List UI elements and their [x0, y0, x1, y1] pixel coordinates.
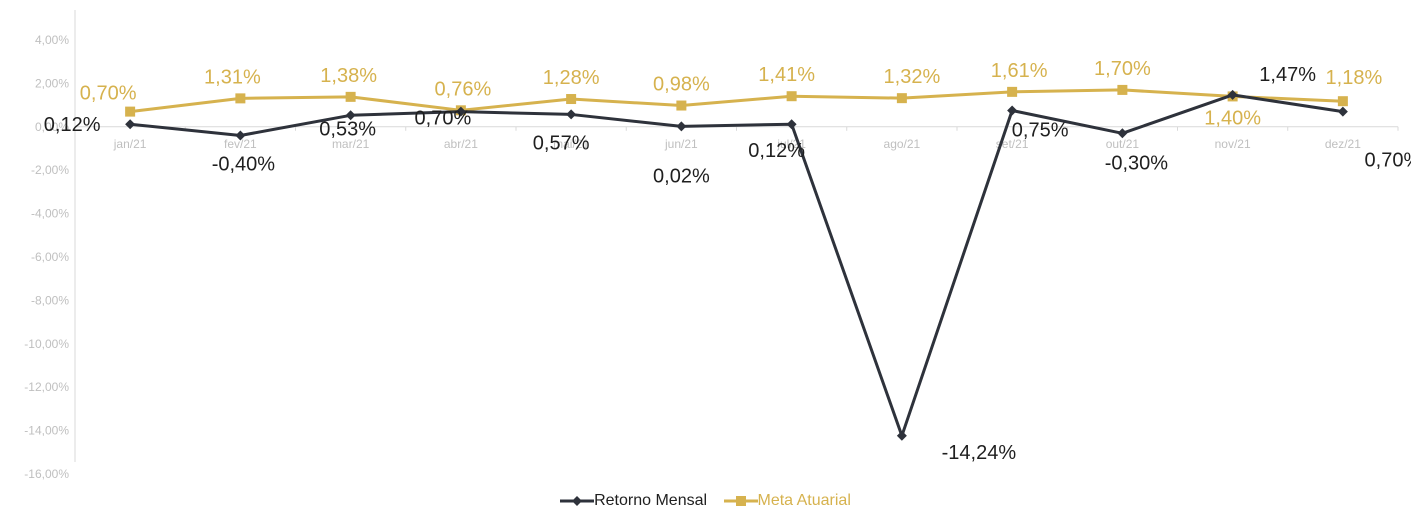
- x-tick-label: jun/21: [664, 137, 698, 151]
- data-label: 0,12%: [44, 114, 101, 136]
- data-label: 1,61%: [991, 60, 1048, 82]
- x-tick-label: jan/21: [113, 137, 147, 151]
- data-point-marker: [235, 93, 246, 104]
- data-point-marker: [676, 100, 687, 111]
- data-label: 0,02%: [653, 165, 710, 187]
- data-point-marker: [1337, 96, 1348, 107]
- legend-item-meta-atuarial: Meta Atuarial: [723, 492, 851, 510]
- data-label: 1,41%: [758, 64, 815, 86]
- data-point-marker: [345, 110, 356, 121]
- data-label: 0,98%: [653, 74, 710, 96]
- x-tick-label: fev/21: [224, 137, 257, 151]
- data-label: 1,32%: [884, 66, 941, 88]
- data-point-marker: [896, 93, 907, 104]
- y-tick-label: -4,00%: [31, 207, 69, 221]
- data-point-marker: [1227, 89, 1238, 100]
- data-label: 1,31%: [204, 66, 261, 88]
- data-point-marker: [896, 430, 907, 441]
- y-tick-label: 2,00%: [35, 76, 69, 90]
- y-tick-label: -10,00%: [24, 337, 69, 351]
- data-point-marker: [1007, 105, 1018, 116]
- data-label: 0,53%: [319, 118, 376, 140]
- data-label: 1,38%: [320, 65, 377, 87]
- legend-label: Retorno Mensal: [594, 492, 708, 509]
- data-label: 0,76%: [435, 78, 492, 100]
- data-label: 1,47%: [1259, 64, 1316, 86]
- data-point-marker: [786, 119, 797, 130]
- x-tick-label: abr/21: [444, 137, 478, 151]
- data-point-marker: [1007, 86, 1018, 97]
- y-tick-label: -2,00%: [31, 163, 69, 177]
- data-point-marker: [1117, 128, 1128, 139]
- legend-marker-square: [723, 496, 758, 506]
- y-tick-label: 0,00%: [35, 120, 69, 134]
- series-line: [129, 88, 1343, 114]
- x-tick-label: dez/21: [1325, 137, 1361, 151]
- data-label: 0,70%: [80, 83, 137, 105]
- legend-item-retorno-mensal: Retorno Mensal: [560, 492, 707, 510]
- data-label: 0,75%: [1012, 120, 1069, 142]
- x-tick-label: set/21: [996, 137, 1029, 151]
- x-axis: jan/21 fev/21 mar/21 abr/21 mai/21 jun/21 jul/…: [74, 126, 1399, 151]
- data-label: 1,70%: [1094, 58, 1151, 80]
- data-point-marker: [1337, 106, 1348, 117]
- x-tick-label: nov/21: [1215, 137, 1251, 151]
- y-tick-label: -6,00%: [31, 250, 69, 264]
- y-tick-label: -12,00%: [24, 380, 69, 394]
- data-point-marker: [676, 121, 687, 132]
- data-label: 0,70%: [1365, 150, 1411, 172]
- data-label: 1,28%: [543, 67, 600, 89]
- data-label: 1,18%: [1326, 67, 1383, 89]
- data-point-marker: [125, 119, 136, 130]
- data-point-marker: [345, 91, 356, 102]
- series-group: [125, 84, 1348, 441]
- y-tick-label: -8,00%: [31, 293, 69, 307]
- data-label: 0,57%: [533, 132, 590, 154]
- line-chart: 4,00% 2,00% 0,00% -2,00% -4,00% -6,00% -8,00% -…: [24, 10, 1411, 481]
- x-tick-label: ago/21: [884, 137, 921, 151]
- x-tick-label: mai/21: [553, 137, 589, 151]
- y-tick-label: 4,00%: [35, 33, 69, 47]
- y-tick-label: -14,00%: [24, 424, 69, 438]
- data-label: 0,70%: [415, 108, 472, 130]
- data-point-marker: [455, 106, 466, 117]
- data-label: -14,24%: [942, 442, 1017, 464]
- data-label: 1,40%: [1204, 107, 1261, 129]
- x-tick-label: mar/21: [332, 137, 370, 151]
- series-line: [129, 93, 1344, 438]
- data-point-marker: [125, 106, 136, 117]
- legend: Retorno Mensal Meta Atuarial: [0, 492, 1411, 512]
- data-point-marker: [1117, 84, 1128, 95]
- data-labels: 0,12% -0,40% 0,53% 0,70% 0,57% 0,02% 0,12% -14,…: [44, 58, 1411, 464]
- legend-marker-diamond: [560, 496, 595, 506]
- data-label: 0,12%: [748, 140, 805, 162]
- data-label: -0,40%: [212, 153, 276, 175]
- data-point-marker: [786, 91, 797, 102]
- data-label: -0,30%: [1105, 152, 1169, 174]
- data-point-marker: [566, 109, 577, 120]
- y-tick-label: -16,00%: [24, 467, 69, 481]
- x-tick-label: out/21: [1106, 137, 1140, 151]
- legend-label: Meta Atuarial: [757, 492, 851, 509]
- data-point-marker: [235, 130, 246, 141]
- data-point-marker: [566, 94, 577, 105]
- y-axis: 4,00% 2,00% 0,00% -2,00% -4,00% -6,00% -8,00% -…: [24, 10, 76, 481]
